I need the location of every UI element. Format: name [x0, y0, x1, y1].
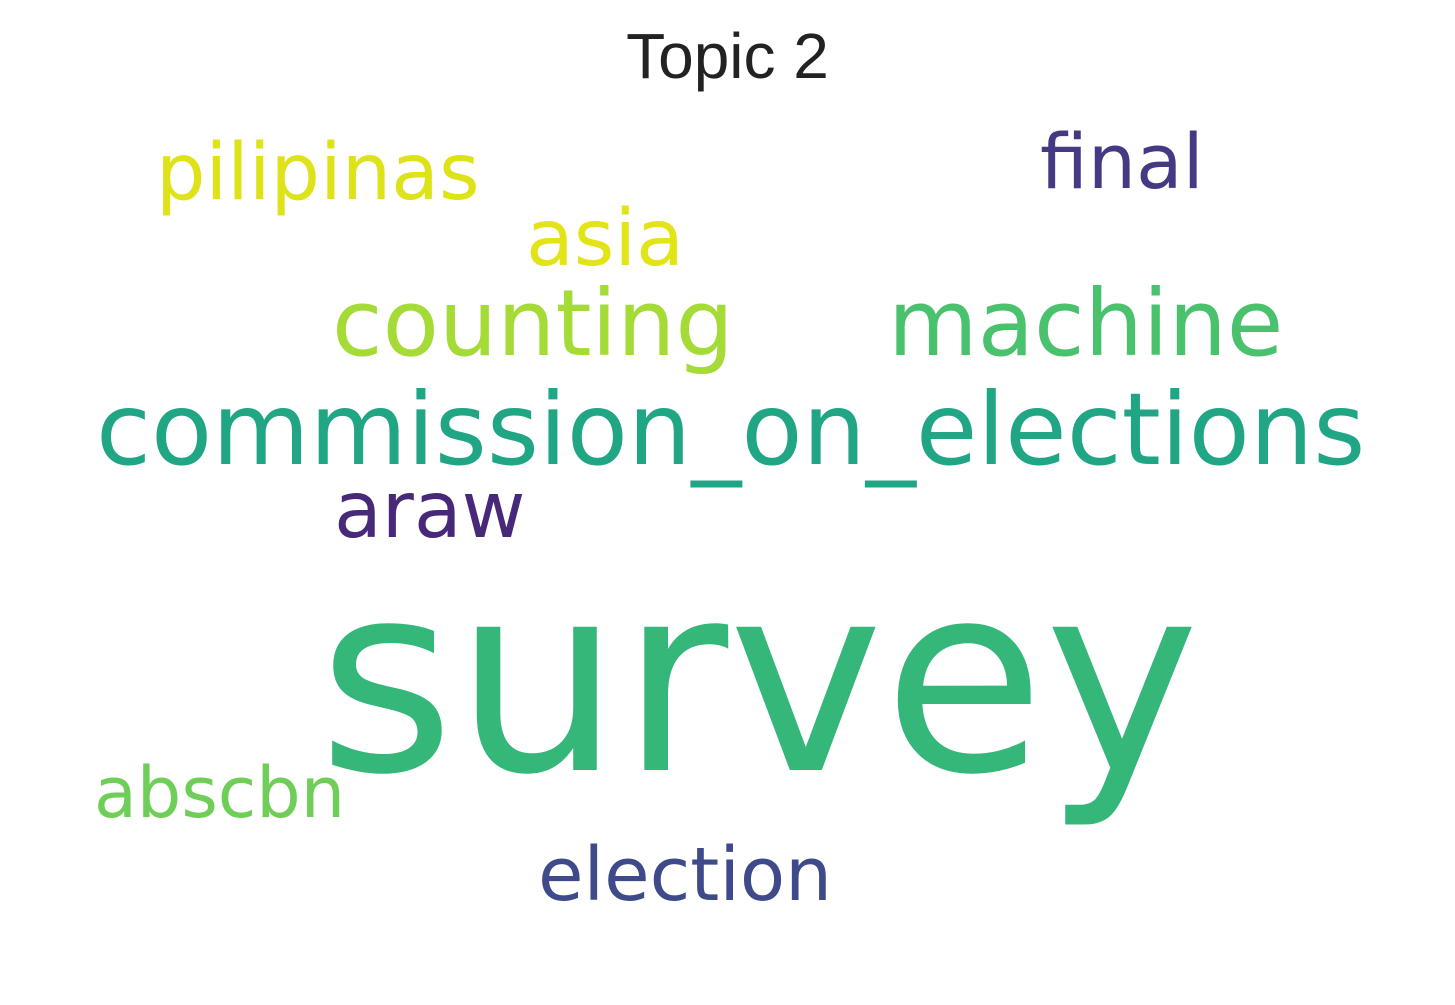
- word-survey: survey: [318, 527, 1200, 832]
- word-abscbn: abscbn: [94, 752, 346, 834]
- word-asia: asia: [526, 194, 684, 284]
- word-election: election: [538, 832, 833, 918]
- word-final: final: [1040, 117, 1204, 206]
- word-commission-on-elections: commission_on_elections: [96, 371, 1366, 488]
- word-machine: machine: [888, 270, 1284, 377]
- word-counting: counting: [332, 270, 734, 377]
- word-pilipinas: pilipinas: [156, 128, 480, 218]
- page-title: Topic 2: [626, 20, 829, 92]
- word-araw: araw: [334, 466, 526, 556]
